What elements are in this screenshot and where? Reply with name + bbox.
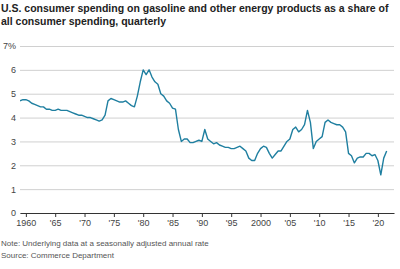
grid-line xyxy=(20,94,394,95)
x-tick-label: '85 xyxy=(167,218,179,228)
data-line xyxy=(20,70,387,175)
y-tick-label: 6 xyxy=(11,65,16,75)
x-tick-label: '90 xyxy=(196,218,208,228)
x-tick-mark xyxy=(26,213,27,217)
y-tick: 4 xyxy=(11,113,394,123)
x-tick: '80 xyxy=(138,213,150,228)
y-tick-label: 4 xyxy=(11,113,16,123)
source: Source: Commerce Department xyxy=(1,251,115,260)
y-tick-label: 3 xyxy=(11,137,16,147)
x-tick: 1960 xyxy=(16,213,36,228)
x-tick-mark xyxy=(349,213,350,217)
x-tick: '65 xyxy=(50,213,62,228)
x-tick: '75 xyxy=(108,213,120,228)
x-tick: '95 xyxy=(226,213,238,228)
x-tick: '90 xyxy=(196,213,208,228)
x-tick: '05 xyxy=(284,213,296,228)
y-tick: 2 xyxy=(11,161,394,171)
x-tick-label: '80 xyxy=(138,218,150,228)
y-axis: 0 1 2 3 4 5 6 7% xyxy=(3,41,394,218)
x-tick-label: '10 xyxy=(314,218,326,228)
y-tick-label: 1 xyxy=(11,185,16,195)
x-tick-mark xyxy=(231,213,232,217)
y-tick-label: 5 xyxy=(11,89,16,99)
x-tick-label: '75 xyxy=(108,218,120,228)
grid-line xyxy=(20,70,394,71)
y-tick: 6 xyxy=(11,65,394,75)
x-tick-label: '65 xyxy=(50,218,62,228)
x-tick: 2000 xyxy=(251,213,271,228)
x-tick-label: '15 xyxy=(343,218,355,228)
x-tick: '85 xyxy=(167,213,179,228)
title: U.S. consumer spending on gasoline and o… xyxy=(1,2,389,27)
x-tick-mark xyxy=(290,213,291,217)
x-tick-mark xyxy=(378,213,379,217)
grid-line xyxy=(20,213,394,214)
x-tick-mark xyxy=(173,213,174,217)
y-tick-label: 0 xyxy=(11,208,16,218)
x-tick-label: '05 xyxy=(284,218,296,228)
title-line: U.S. consumer spending on gasoline and o… xyxy=(1,2,389,14)
x-tick: '15 xyxy=(343,213,355,228)
y-tick: 0 xyxy=(11,208,394,218)
y-tick: 5 xyxy=(11,89,394,99)
x-tick-label: 1960 xyxy=(16,218,36,228)
x-tick-label: '20 xyxy=(372,218,384,228)
x-tick-mark xyxy=(85,213,86,217)
x-tick-label: '70 xyxy=(79,218,91,228)
x-tick: '20 xyxy=(372,213,384,228)
y-axis-line xyxy=(20,47,21,214)
chart: U.S. consumer spending on gasoline and o… xyxy=(0,0,400,269)
title-line: all consumer spending, quarterly xyxy=(1,15,166,27)
y-tick: 7% xyxy=(3,41,394,51)
x-tick-mark xyxy=(143,213,144,217)
x-tick-label: 2000 xyxy=(251,218,271,228)
grid-line xyxy=(20,141,394,142)
plot-area xyxy=(20,70,387,175)
grid-line xyxy=(20,189,394,190)
x-tick: '70 xyxy=(79,213,91,228)
x-axis-line xyxy=(21,213,395,214)
note: Note: Underlying data at a seasonally ad… xyxy=(1,239,209,248)
x-tick-label: '95 xyxy=(226,218,238,228)
x-tick: '10 xyxy=(314,213,326,228)
x-tick-mark xyxy=(114,213,115,217)
x-tick-mark xyxy=(202,213,203,217)
y-tick-label: 7% xyxy=(3,41,16,51)
x-tick-mark xyxy=(261,213,262,217)
x-tick-mark xyxy=(319,213,320,217)
x-tick-mark xyxy=(55,213,56,217)
y-tick: 1 xyxy=(11,185,394,195)
grid-line xyxy=(20,165,394,166)
x-axis: 1960 '65 '70 '75 '80 '85 '90 '95 2000 '05 '10 '15 '2… xyxy=(16,213,394,228)
y-tick-label: 2 xyxy=(11,161,16,171)
grid-line xyxy=(20,118,394,119)
grid-line xyxy=(20,46,394,47)
